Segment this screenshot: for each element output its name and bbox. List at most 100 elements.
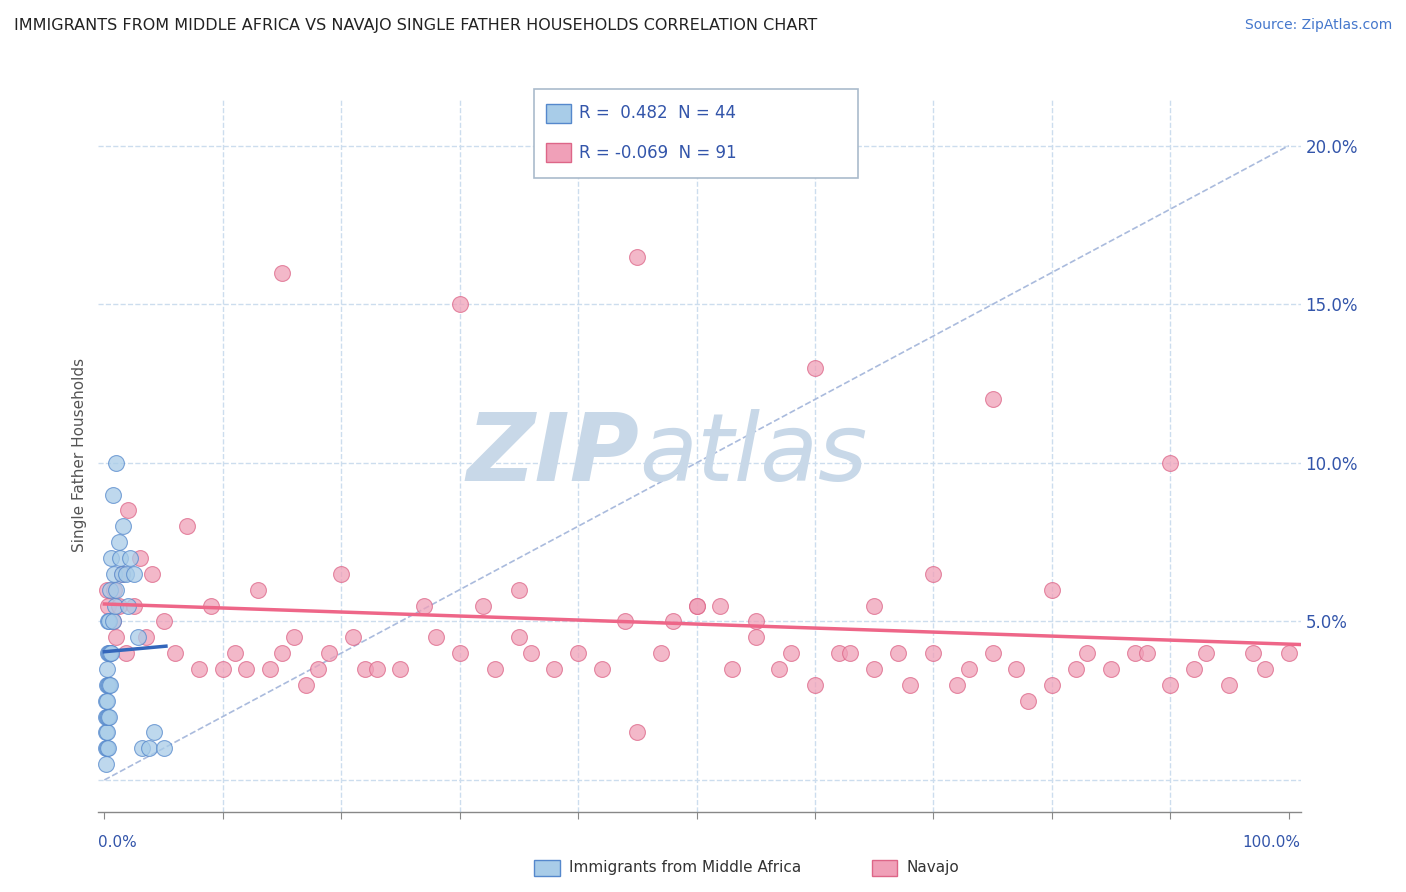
Point [224,646,246,660]
Point [342,630,364,644]
Point [105,630,128,644]
Point [614,615,637,629]
Point [981,646,1004,660]
Point [117,599,139,613]
Point [97,646,120,660]
Point [827,646,849,660]
Point [143,725,166,739]
Text: R =  0.482  N = 44: R = 0.482 N = 44 [579,104,737,122]
Point [508,582,530,597]
Point [957,662,980,676]
Point [1195,646,1218,660]
Point [107,535,129,549]
Point [425,630,447,644]
Point [366,662,388,676]
Point [922,646,945,660]
Point [105,582,128,597]
Y-axis label: Single Father Households: Single Father Households [72,358,87,552]
Point [413,599,436,613]
Point [1278,646,1301,660]
Point [1135,646,1157,660]
Point [94,741,117,756]
Point [685,599,707,613]
Point [107,599,129,613]
Point [294,678,316,692]
Point [108,551,131,566]
Text: IMMIGRANTS FROM MIDDLE AFRICA VS NAVAJO SINGLE FATHER HOUSEHOLDS CORRELATION CHA: IMMIGRANTS FROM MIDDLE AFRICA VS NAVAJO … [14,18,817,33]
Point [94,725,117,739]
Point [887,646,910,660]
Text: 0.0%: 0.0% [98,836,138,850]
Point [120,551,142,566]
Point [804,360,827,375]
Point [211,662,233,676]
Point [626,250,648,264]
Point [101,487,124,501]
Text: R = -0.069  N = 91: R = -0.069 N = 91 [579,144,737,161]
Point [1076,646,1098,660]
Point [449,297,471,311]
Point [259,662,281,676]
Text: atlas: atlas [640,409,868,500]
Point [1254,662,1277,676]
Point [1159,456,1181,470]
Point [1218,678,1240,692]
Point [721,662,744,676]
Point [863,662,886,676]
Point [96,725,118,739]
Point [898,678,921,692]
Point [591,662,613,676]
Point [127,630,149,644]
Point [122,599,145,613]
Point [271,266,294,280]
Point [96,662,118,676]
Point [389,662,412,676]
Point [662,615,685,629]
Point [235,662,257,676]
Point [98,678,121,692]
Point [449,646,471,660]
Point [111,566,134,581]
Point [152,615,174,629]
Text: Immigrants from Middle Africa: Immigrants from Middle Africa [569,861,801,875]
Point [101,615,124,629]
Point [114,646,136,660]
Text: ZIP: ZIP [467,409,640,501]
Point [100,646,122,660]
Point [103,566,125,581]
Point [247,582,270,597]
Point [1159,678,1181,692]
Point [138,741,160,756]
Point [94,694,117,708]
Point [685,599,707,613]
Point [188,662,211,676]
Point [484,662,506,676]
Point [307,662,329,676]
Point [97,709,120,723]
Point [97,599,120,613]
Text: Navajo: Navajo [907,861,960,875]
Point [96,582,118,597]
Point [626,725,648,739]
Point [98,615,121,629]
Point [97,615,120,629]
Point [780,646,803,660]
Point [650,646,672,660]
Point [114,566,136,581]
Point [768,662,790,676]
Point [96,678,118,692]
Point [98,646,121,660]
Point [271,646,294,660]
Point [98,646,121,660]
Point [745,615,768,629]
Point [472,599,495,613]
Point [117,503,139,517]
Point [152,741,174,756]
Point [111,566,134,581]
Point [97,741,120,756]
Point [103,582,125,597]
Point [97,678,120,692]
Point [1123,646,1146,660]
Point [1099,662,1122,676]
Point [1241,646,1264,660]
